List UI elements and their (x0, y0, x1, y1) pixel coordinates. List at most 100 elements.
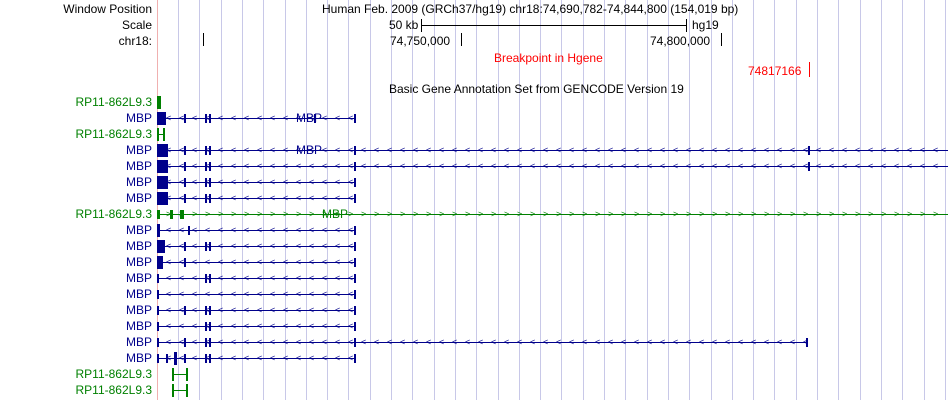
gene-row-label[interactable]: MBP (125, 303, 152, 317)
gene-row[interactable]: MBP < < < < < < < < < < < < < < < (0, 255, 950, 271)
gene-row-label[interactable]: RP11-862L9.3 (75, 367, 153, 381)
gene-row[interactable]: RP11-862L9.3 (0, 383, 950, 399)
gene-row-label[interactable]: MBP (125, 287, 152, 301)
scale-label: Scale (121, 18, 152, 32)
gene-row-label[interactable]: MBP (125, 335, 152, 349)
gene-row-label[interactable]: RP11-862L9.3 (75, 127, 153, 141)
strand-arrow-icon: < (348, 353, 354, 363)
gene-row[interactable]: RP11-862L9.3 (0, 367, 950, 383)
strand-arrow-icon: < (244, 289, 250, 299)
gene-row-label[interactable]: MBP (125, 143, 152, 157)
gene-row[interactable]: MBP < < < < < < < < < < < < < < < < < < < < < < < < < < < < < < < < < < < < <… (0, 159, 950, 175)
gene-row[interactable]: MBP < < < < < < < < < < < < < < < < < < < < < < < < < < < < < < < < < < < < <… (0, 143, 950, 159)
strand-arrow-icon: < (348, 257, 354, 267)
gene-row[interactable]: MBP < < < < < < < < < < < < < < < (0, 271, 950, 287)
strand-arrow-icon: < (348, 145, 354, 155)
strand-arrow-icon: < (218, 289, 224, 299)
gene-row-label[interactable]: RP11-862L9.3 (75, 383, 153, 397)
gene-row[interactable]: MBP < < < < < < < < < < < < < < < < < < < < < < < < < < < < < < < < < < < < <… (0, 335, 950, 351)
strand-arrow-icon: < (335, 289, 341, 299)
strand-arrow-icon: < (543, 161, 549, 171)
exon-utr (180, 210, 184, 219)
strand-arrow-icon: < (166, 193, 172, 203)
gene-row[interactable]: RP11-862L9.3 (0, 95, 950, 111)
gene-row[interactable]: MBP < < < < < < < < < < < < < < < (0, 223, 950, 239)
strand-arrow-icon: < (725, 161, 731, 171)
gene-row-label[interactable]: RP11-862L9.3 (75, 95, 153, 109)
strand-arrow-icon: < (244, 225, 250, 235)
strand-arrow-icon: > (712, 209, 718, 219)
gene-backbone (157, 230, 356, 231)
gene-inline-name[interactable]: MBP (322, 207, 349, 221)
strand-arrow-icon: < (179, 161, 185, 171)
exon-utr (166, 354, 168, 363)
strand-arrow-icon: < (231, 257, 237, 267)
exon-cds (157, 112, 166, 125)
gene-row[interactable]: MBP < < < < < < < < < < < < < < < MBP (0, 111, 950, 127)
gene-row-label[interactable]: MBP (125, 175, 152, 189)
gene-row-label[interactable]: MBP (125, 319, 152, 333)
gene-backbone (157, 342, 808, 343)
gene-row[interactable]: RP11-862L9.3 (0, 127, 950, 143)
strand-arrow-icon: < (842, 161, 848, 171)
strand-arrow-icon: < (322, 193, 328, 203)
gene-row[interactable]: RP11-862L9.3 > > > > > > > > > > > > > > > > > > > > > > > > > > > >… (0, 207, 950, 223)
gene-inline-name[interactable]: MBP (296, 111, 323, 125)
exon-utr (209, 162, 211, 171)
gene-row[interactable]: MBP < < < < < < < < < < < < < < < (0, 351, 950, 367)
strand-arrow-icon: < (608, 145, 614, 155)
strand-arrow-icon: < (322, 337, 328, 347)
strand-arrow-icon: < (348, 113, 354, 123)
strand-arrow-icon: < (192, 305, 198, 315)
gene-row[interactable]: MBP < < < < < < < < < < < < < < < (0, 287, 950, 303)
gene-row-label[interactable]: MBP (125, 271, 152, 285)
exon-utr (157, 290, 159, 299)
strand-arrow-icon: < (803, 161, 809, 171)
strand-arrow-icon: < (322, 321, 328, 331)
strand-arrow-icon: < (270, 353, 276, 363)
strand-arrow-icon: < (296, 321, 302, 331)
gene-row-label[interactable]: RP11-862L9.3 (75, 207, 153, 221)
exon-utr (354, 354, 356, 363)
gene-row-label[interactable]: MBP (125, 159, 152, 173)
gene-row-label[interactable]: MBP (125, 223, 152, 237)
gene-row[interactable]: MBP < < < < < < < < < < < < < < < (0, 191, 950, 207)
gene-row[interactable]: MBP < < < < < < < < < < < < < < < (0, 175, 950, 191)
gene-row-label[interactable]: MBP (125, 351, 152, 365)
strand-arrow-icon: < (257, 145, 263, 155)
strand-arrow-icon: < (582, 337, 588, 347)
gene-inline-name[interactable]: MBP (296, 143, 323, 157)
strand-arrow-icon: < (270, 193, 276, 203)
strand-arrow-icon: > (621, 209, 627, 219)
gene-row-label[interactable]: MBP (125, 255, 152, 269)
strand-arrow-icon: > (647, 209, 653, 219)
gene-backbone (157, 150, 948, 151)
strand-arrow-icon: > (790, 209, 796, 219)
strand-arrow-icon: < (881, 145, 887, 155)
strand-arrow-icon: < (309, 177, 315, 187)
exon-utr (354, 290, 356, 299)
strand-arrow-icon: > (569, 209, 575, 219)
strand-arrow-icon: < (309, 257, 315, 267)
strand-arrow-icon: < (218, 305, 224, 315)
gene-row[interactable]: MBP < < < < < < < < < < < < < < < (0, 319, 950, 335)
strand-arrow-icon: > (205, 209, 211, 219)
strand-arrow-icon: < (192, 225, 198, 235)
gene-row-label[interactable]: MBP (125, 239, 152, 253)
exon-utr (184, 162, 186, 171)
gene-row-label[interactable]: MBP (125, 111, 152, 125)
strand-arrow-icon: < (439, 145, 445, 155)
strand-arrow-icon: < (192, 145, 198, 155)
strand-arrow-icon: < (543, 337, 549, 347)
strand-arrow-icon: > (634, 209, 640, 219)
strand-arrow-icon: < (790, 337, 796, 347)
gene-row[interactable]: MBP < < < < < < < < < < < < < < < (0, 239, 950, 255)
gene-row-label[interactable]: MBP (125, 191, 152, 205)
strand-arrow-icon: < (933, 161, 939, 171)
gene-backbone (157, 358, 356, 359)
strand-arrow-icon: < (166, 161, 172, 171)
assembly-tag: hg19 (692, 18, 719, 32)
gene-row[interactable]: MBP < < < < < < < < < < < < < < < (0, 303, 950, 319)
strand-arrow-icon: > (504, 209, 510, 219)
